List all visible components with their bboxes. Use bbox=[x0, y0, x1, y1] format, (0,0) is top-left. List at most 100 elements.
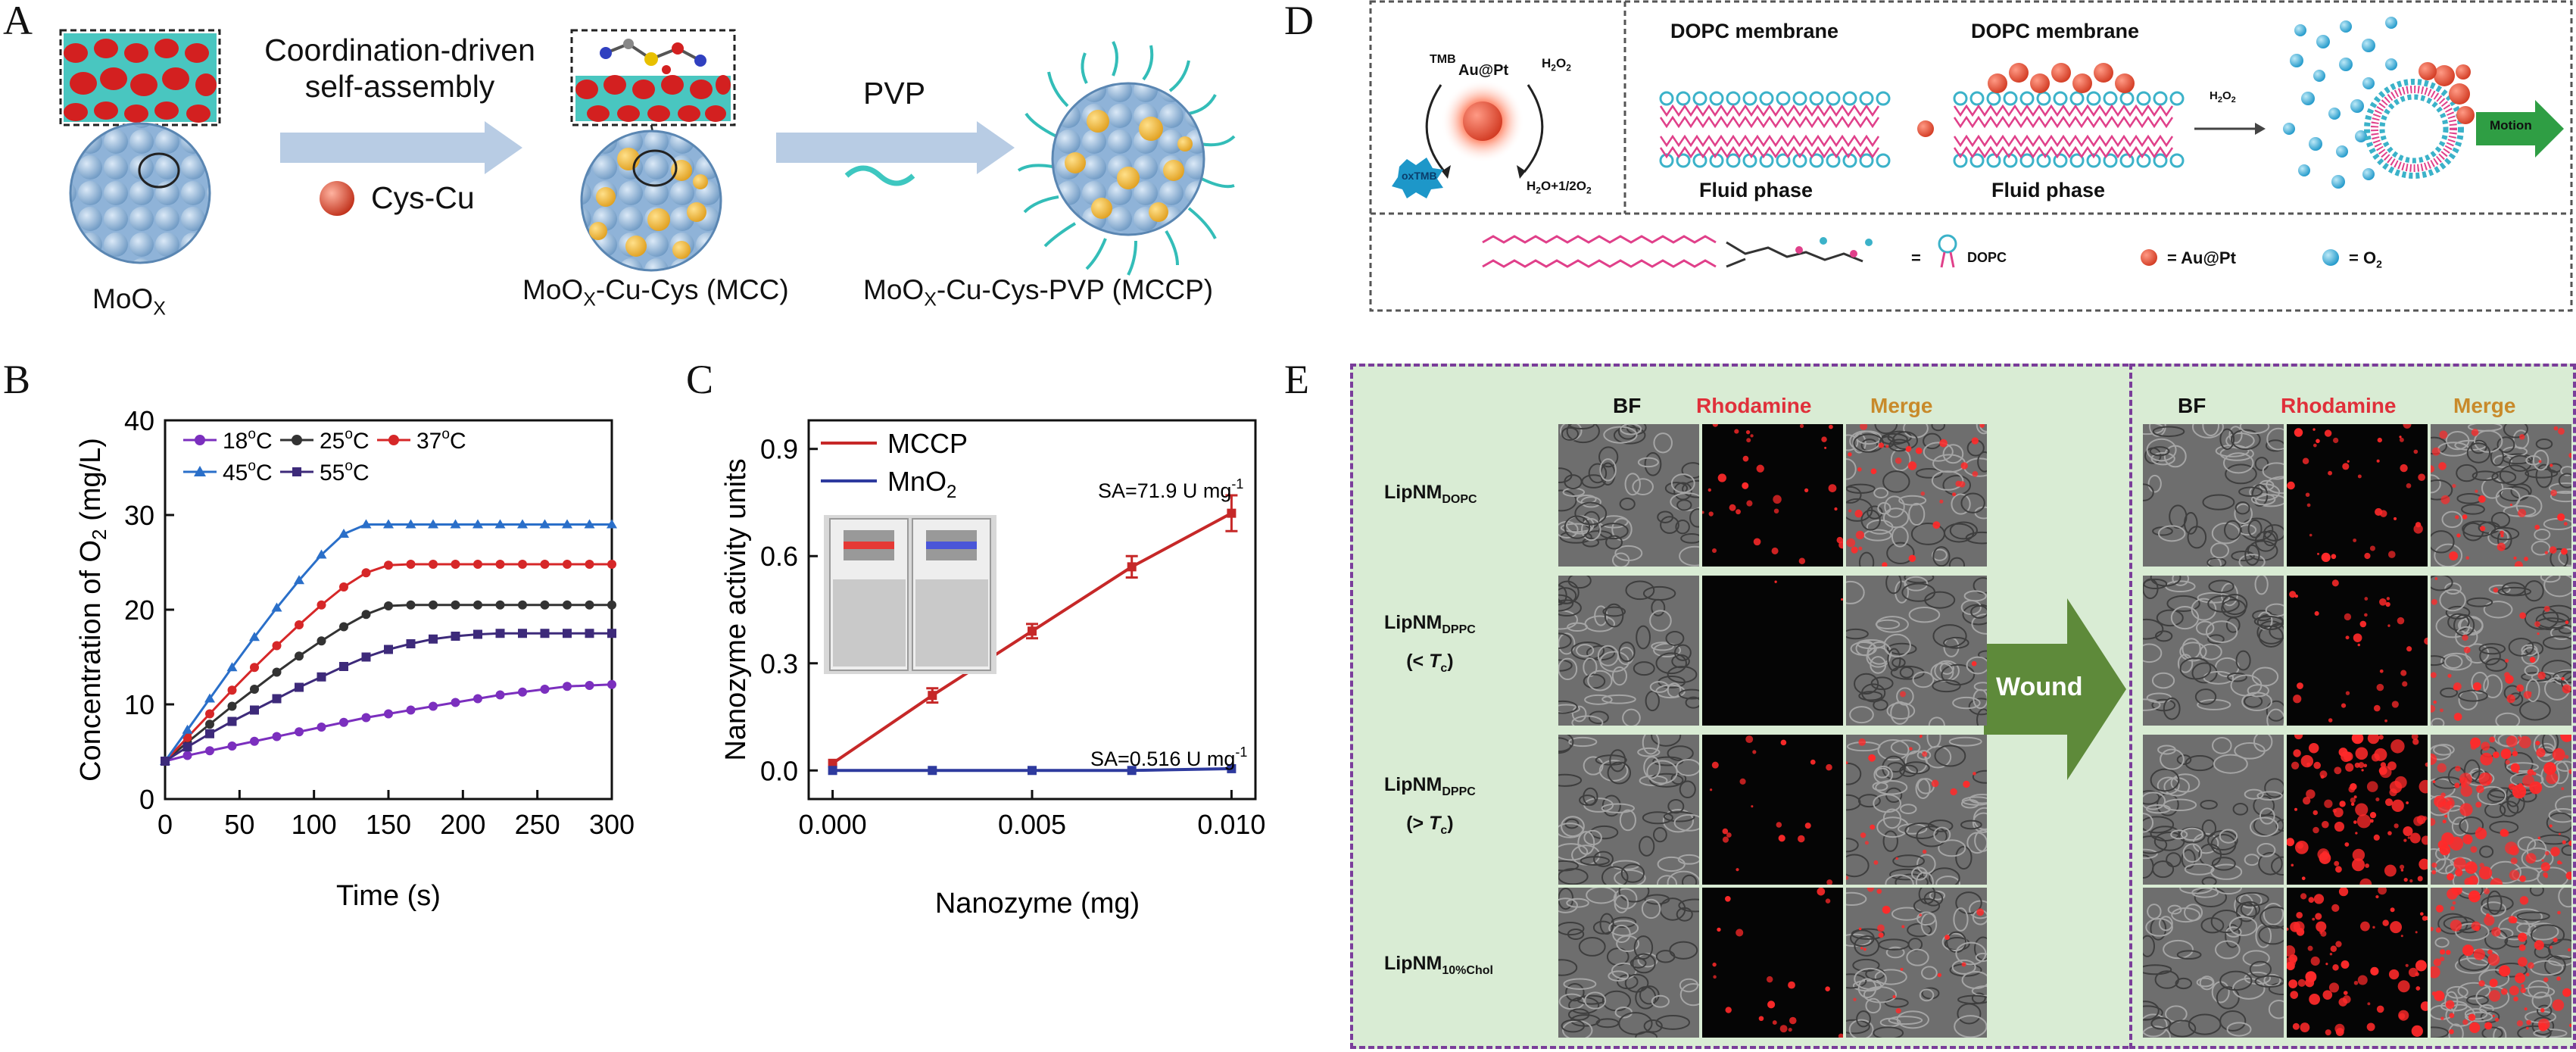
panel-letter-a: A bbox=[3, 0, 33, 43]
chart-c-xtick-label: 0.005 bbox=[998, 809, 1066, 840]
chart-b-point bbox=[473, 560, 482, 569]
products-label: H2O+1/2O2 bbox=[1527, 179, 1592, 196]
chart-b-point bbox=[495, 560, 505, 569]
chart-c-annotation-mno2: SA=0.516 U mg-1 bbox=[1090, 745, 1247, 770]
chart-b-point bbox=[539, 519, 550, 529]
micrograph-tile bbox=[2431, 576, 2571, 726]
panel-d: TMB Au@Pt H2O2 oxTMB H2O+1/2O2 DOPC memb… bbox=[1369, 0, 2573, 312]
chart-b-point bbox=[250, 685, 259, 694]
legend-aupt-label: = Au@Pt bbox=[2167, 248, 2236, 267]
chart-c-xlabel: Nanozyme (mg) bbox=[935, 888, 1140, 919]
chart-b-point bbox=[317, 636, 326, 646]
chart-c-ytick-label: 0.9 bbox=[760, 434, 798, 465]
chart-b-point bbox=[495, 690, 505, 700]
chart-b-point bbox=[361, 610, 371, 620]
chart-b-legend-label: 45oC bbox=[223, 458, 273, 485]
col-rhodamine-left: Rhodamine bbox=[1696, 394, 1812, 417]
chart-b-point bbox=[316, 549, 327, 559]
chart-b-point bbox=[473, 600, 482, 610]
col-rhodamine-right: Rhodamine bbox=[2281, 394, 2397, 417]
mccp-nanoparticle bbox=[1017, 41, 1236, 276]
chart-c-point bbox=[1127, 766, 1137, 776]
mcc-nanoparticle bbox=[580, 130, 722, 272]
chart-b-point bbox=[585, 600, 594, 610]
step1-label: Coordination-driven self-assembly bbox=[256, 32, 544, 105]
chart-b-point bbox=[182, 742, 192, 752]
chart-b-point bbox=[226, 662, 238, 672]
chart-b-point bbox=[295, 620, 304, 629]
chart-c-ytick-label: 0.3 bbox=[760, 648, 798, 679]
chart-c-point bbox=[928, 766, 937, 776]
h2o2-label: H2O2 bbox=[1542, 56, 1571, 73]
oxygen-bubbles bbox=[2283, 17, 2397, 189]
chart-b-point bbox=[429, 560, 438, 569]
chart-b-point bbox=[563, 682, 572, 691]
chart-c-point bbox=[828, 766, 837, 776]
chart-b-point bbox=[495, 600, 505, 610]
arrow-h2o2-label: H2O2 bbox=[2210, 89, 2236, 105]
chart-b-point bbox=[562, 519, 572, 529]
chart-b-xtick-label: 200 bbox=[440, 809, 485, 840]
cys-cu-label: Cys-Cu bbox=[371, 180, 475, 215]
chart-b-point bbox=[227, 716, 237, 726]
chart-b-point bbox=[406, 705, 416, 715]
micrograph-tile bbox=[1846, 888, 1987, 1038]
chart-c-ytick-label: 0.6 bbox=[760, 541, 798, 572]
chart-b-point bbox=[271, 602, 282, 612]
chart-b-point bbox=[429, 701, 438, 711]
aupt-particle-icon bbox=[1917, 120, 1934, 137]
micrograph-tile bbox=[1558, 735, 1699, 885]
chart-b-series-line bbox=[164, 604, 612, 763]
panel-letter-d: D bbox=[1284, 0, 1314, 43]
chart-b-point bbox=[384, 645, 393, 654]
chart-b-point bbox=[361, 713, 371, 723]
micrograph-tile bbox=[1846, 424, 1987, 567]
chart-b-point bbox=[518, 687, 527, 697]
step1-line2: self-assembly bbox=[304, 69, 495, 104]
panel-a: Coordination-driven self-assembly Cys-Cu… bbox=[0, 0, 1272, 333]
chart-b-point bbox=[451, 632, 460, 641]
chart-b-point bbox=[249, 632, 260, 642]
motion-arrow bbox=[2476, 100, 2564, 158]
pvp-chain-icon bbox=[844, 165, 915, 186]
micrograph-tile bbox=[2287, 888, 2428, 1038]
chart-b-point bbox=[250, 663, 259, 673]
cys-cu-ball-icon bbox=[320, 181, 354, 216]
chart-b-legend-label: 37oC bbox=[416, 426, 466, 454]
o2-legend-icon bbox=[2322, 249, 2339, 266]
chart-b-legend-label: 18oC bbox=[223, 426, 273, 454]
chart-c-xtick-label: 0.010 bbox=[1197, 809, 1265, 840]
chart-b-point bbox=[205, 709, 214, 719]
micrograph-tile bbox=[2431, 735, 2571, 885]
chart-b: 0 50 100 150 200 250 300 0 10 20 30 40 18oC 25oC 37oC… bbox=[75, 405, 635, 912]
moox-label: MoOX bbox=[92, 283, 166, 320]
chart-b-point bbox=[494, 519, 506, 529]
dopc-symbol-icon bbox=[1938, 234, 1957, 268]
vial-photo-inset bbox=[824, 515, 996, 674]
chart-b-point bbox=[451, 560, 460, 569]
moox-nanoparticle bbox=[69, 122, 211, 264]
chart-b-point bbox=[182, 732, 192, 742]
col-merge-right: Merge bbox=[2453, 394, 2516, 417]
chart-c: 0.000 0.005 0.010 0.0 0.3 0.6 0.9 MCCP MnO2 Nan… bbox=[720, 419, 1265, 919]
micrograph-tile bbox=[1702, 735, 1843, 885]
chart-b-point bbox=[339, 717, 348, 727]
chart-b-point bbox=[518, 600, 527, 610]
micrograph-tile bbox=[1558, 576, 1699, 726]
chart-b-point bbox=[161, 757, 170, 766]
chart-b-point bbox=[406, 639, 416, 648]
chart-c-legend-label: MnO2 bbox=[887, 466, 956, 502]
chart-b-point bbox=[317, 600, 326, 610]
mcc-label: MoOX-Cu-Cys (MCC) bbox=[522, 274, 789, 311]
chart-b-point bbox=[360, 519, 372, 529]
panel-letter-b: B bbox=[3, 357, 31, 402]
chart-b-ytick-label: 20 bbox=[124, 595, 154, 626]
chart-b-ytick-label: 0 bbox=[139, 784, 154, 815]
motion-label: Motion bbox=[2490, 118, 2532, 133]
legend-dopc-label: DOPC bbox=[1967, 250, 2007, 265]
chart-b-point bbox=[227, 701, 237, 711]
chart-b-ytick-label: 30 bbox=[124, 500, 154, 531]
chart-b-point bbox=[495, 629, 505, 638]
micrograph-tile bbox=[2431, 424, 2571, 567]
micrograph-tile bbox=[1702, 576, 1843, 726]
